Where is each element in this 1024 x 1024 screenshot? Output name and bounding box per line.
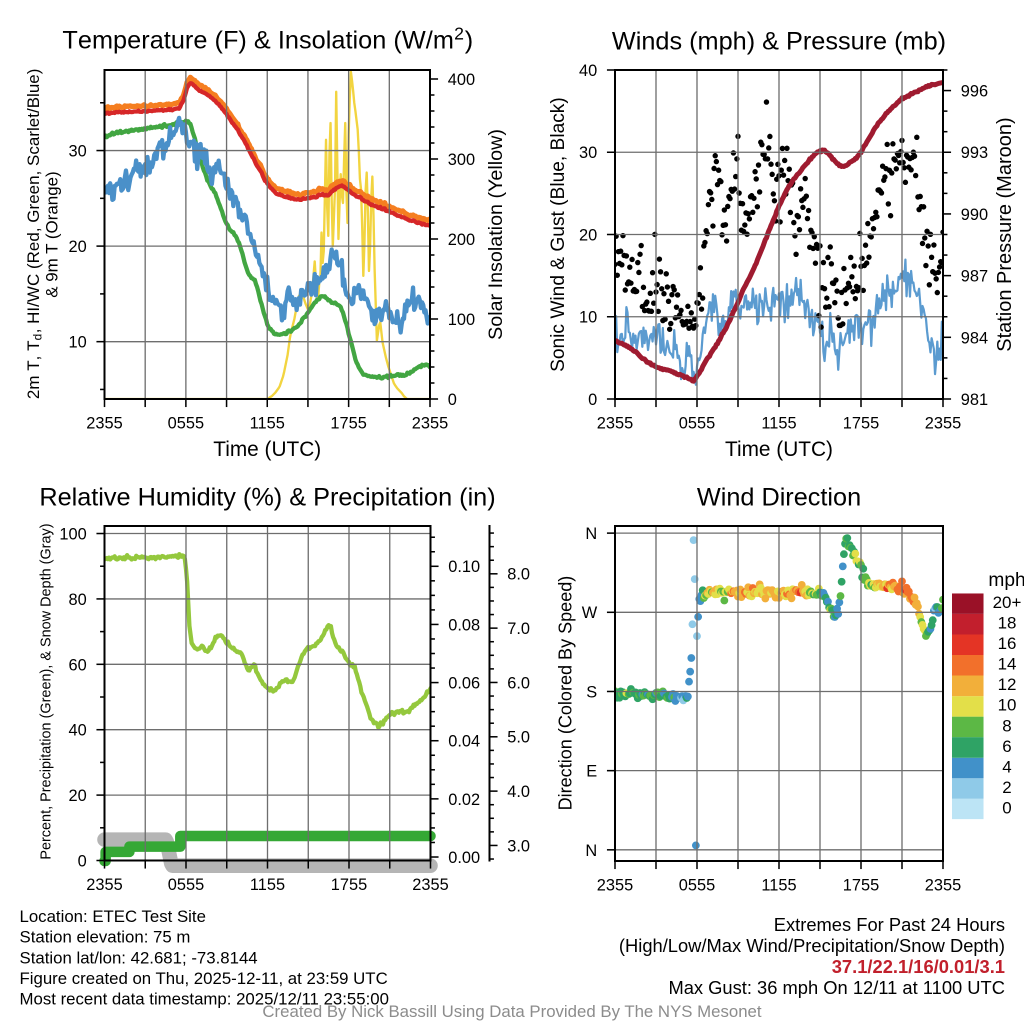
svg-text:Sonic Wind & Gust (Blue, Black: Sonic Wind & Gust (Blue, Black) [548,97,569,372]
svg-text:0: 0 [588,391,597,409]
svg-text:0555: 0555 [679,877,715,895]
svg-text:Percent, Precipitation (Green): Percent, Precipitation (Green), & Snow D… [39,523,55,859]
svg-text:200: 200 [448,231,475,249]
svg-text:N: N [585,525,597,543]
svg-text:W: W [582,604,598,622]
svg-text:Solar Insolation (Yellow): Solar Insolation (Yellow) [485,129,507,340]
svg-text:S: S [586,683,597,701]
svg-text:Station Pressure (Maroon): Station Pressure (Maroon) [994,117,1016,351]
svg-text:14: 14 [998,655,1017,674]
svg-text:Most recent data timestamp: 20: Most recent data timestamp: 2025/12/11 2… [20,989,389,1008]
svg-text:20: 20 [579,226,597,244]
svg-text:10: 10 [998,696,1017,715]
svg-text:Direction (Colored By Speed): Direction (Colored By Speed) [556,576,576,811]
svg-text:2355: 2355 [925,415,961,433]
svg-text:2355: 2355 [86,876,122,894]
svg-text:Station elevation: 75 m: Station elevation: 75 m [20,927,191,946]
svg-text:30: 30 [579,144,597,162]
svg-text:1155: 1155 [250,415,285,433]
svg-text:Figure created on Thu, 2025-12: Figure created on Thu, 2025-12-11, at 23… [20,969,388,988]
svg-text:981: 981 [961,391,988,409]
svg-text:1755: 1755 [843,877,879,895]
svg-text:1755: 1755 [331,876,367,894]
svg-text:10: 10 [69,334,87,352]
svg-text:30: 30 [69,142,87,160]
svg-text:2: 2 [1002,778,1011,797]
svg-text:993: 993 [961,144,988,162]
svg-text:37.1/22.1/16/0.01/3.1: 37.1/22.1/16/0.01/3.1 [832,956,1005,977]
svg-text:0.02: 0.02 [448,791,480,809]
svg-text:0555: 0555 [679,415,715,433]
svg-text:mph: mph [988,570,1024,591]
svg-text:0: 0 [78,852,87,870]
svg-text:Time (UTC): Time (UTC) [725,438,833,461]
svg-text:996: 996 [961,83,988,101]
svg-text:20+: 20+ [993,593,1022,612]
svg-text:0555: 0555 [168,876,204,894]
svg-text:6.0: 6.0 [507,674,530,692]
svg-text:0555: 0555 [168,415,204,433]
svg-text:60: 60 [69,656,87,674]
svg-text:40: 40 [69,722,87,740]
svg-text:1755: 1755 [843,415,879,433]
svg-text:2355: 2355 [86,415,122,433]
svg-text:100: 100 [59,525,86,543]
svg-text:5.0: 5.0 [507,729,530,747]
svg-text:E: E [586,763,597,781]
svg-text:0.08: 0.08 [448,616,480,634]
svg-text:0: 0 [1002,798,1011,817]
svg-text:1155: 1155 [761,415,796,433]
svg-text:4: 4 [1002,757,1011,776]
svg-text:987: 987 [961,268,988,286]
svg-text:8.0: 8.0 [507,566,530,584]
svg-text:990: 990 [961,206,988,224]
svg-text:Location: ETEC Test Site: Location: ETEC Test Site [20,907,206,926]
svg-text:1155: 1155 [761,877,796,895]
svg-text:0: 0 [448,391,457,409]
svg-text:T e m p e: T e m p e r a t u r e ( F ) & I n s o l … [62,23,479,54]
svg-text:Station lat/lon: 42.681; -73.8: Station lat/lon: 42.681; -73.8144 [20,948,258,967]
svg-text:2355: 2355 [597,877,633,895]
svg-text:2 m T ,: 2 m T , T , H I / W C ( R e d , G r e e … [19,62,45,399]
svg-text:2355: 2355 [925,877,961,895]
svg-text:Time (UTC): Time (UTC) [213,438,321,461]
svg-text:20: 20 [69,787,87,805]
svg-text:300: 300 [448,151,475,169]
svg-text:16: 16 [998,634,1017,653]
svg-text:1755: 1755 [330,415,366,433]
svg-text:40: 40 [579,62,597,80]
svg-text:3.0: 3.0 [507,837,530,855]
svg-text:10: 10 [579,309,597,327]
svg-text:Created By Nick Bassill Using: Created By Nick Bassill Using Data Provi… [262,1002,761,1021]
svg-text:984: 984 [961,329,988,347]
svg-text:Max Gust: 36 mph On 12/11 at 1: Max Gust: 36 mph On 12/11 at 1100 UTC [668,977,1005,998]
svg-text:6: 6 [1002,737,1011,756]
svg-text:0.00: 0.00 [448,849,480,867]
svg-text:7.0: 7.0 [507,620,530,638]
svg-text:N: N [585,842,597,860]
svg-text:0.06: 0.06 [448,675,480,693]
svg-text:Extremes For Past 24 Hours: Extremes For Past 24 Hours [774,914,1005,935]
svg-text:Wind Direction: Wind Direction [697,483,861,511]
svg-text:400: 400 [448,71,475,89]
svg-text:2355: 2355 [597,415,633,433]
svg-text:8: 8 [1002,716,1011,735]
svg-text:20: 20 [69,238,87,256]
svg-text:2355: 2355 [412,415,448,433]
svg-text:Winds (mph) & Pressure (mb): Winds (mph) & Pressure (mb) [612,27,946,55]
svg-text:12: 12 [998,675,1017,694]
svg-text:(High/Low/Max Wind/Precipitati: (High/Low/Max Wind/Precipitation/Snow De… [619,935,1005,956]
svg-text:4.0: 4.0 [507,783,530,801]
svg-text:Relative Humidity (%) & Precip: Relative Humidity (%) & Precipitation (i… [39,483,495,511]
svg-text:0.10: 0.10 [448,558,480,576]
svg-text:0.04: 0.04 [448,733,480,751]
svg-text:& 9m T (Orange): & 9m T (Orange) [43,171,62,297]
svg-text:100: 100 [448,311,475,329]
svg-text:18: 18 [998,614,1017,633]
svg-text:1155: 1155 [250,876,285,894]
svg-text:2355: 2355 [412,876,448,894]
svg-text:80: 80 [69,591,87,609]
